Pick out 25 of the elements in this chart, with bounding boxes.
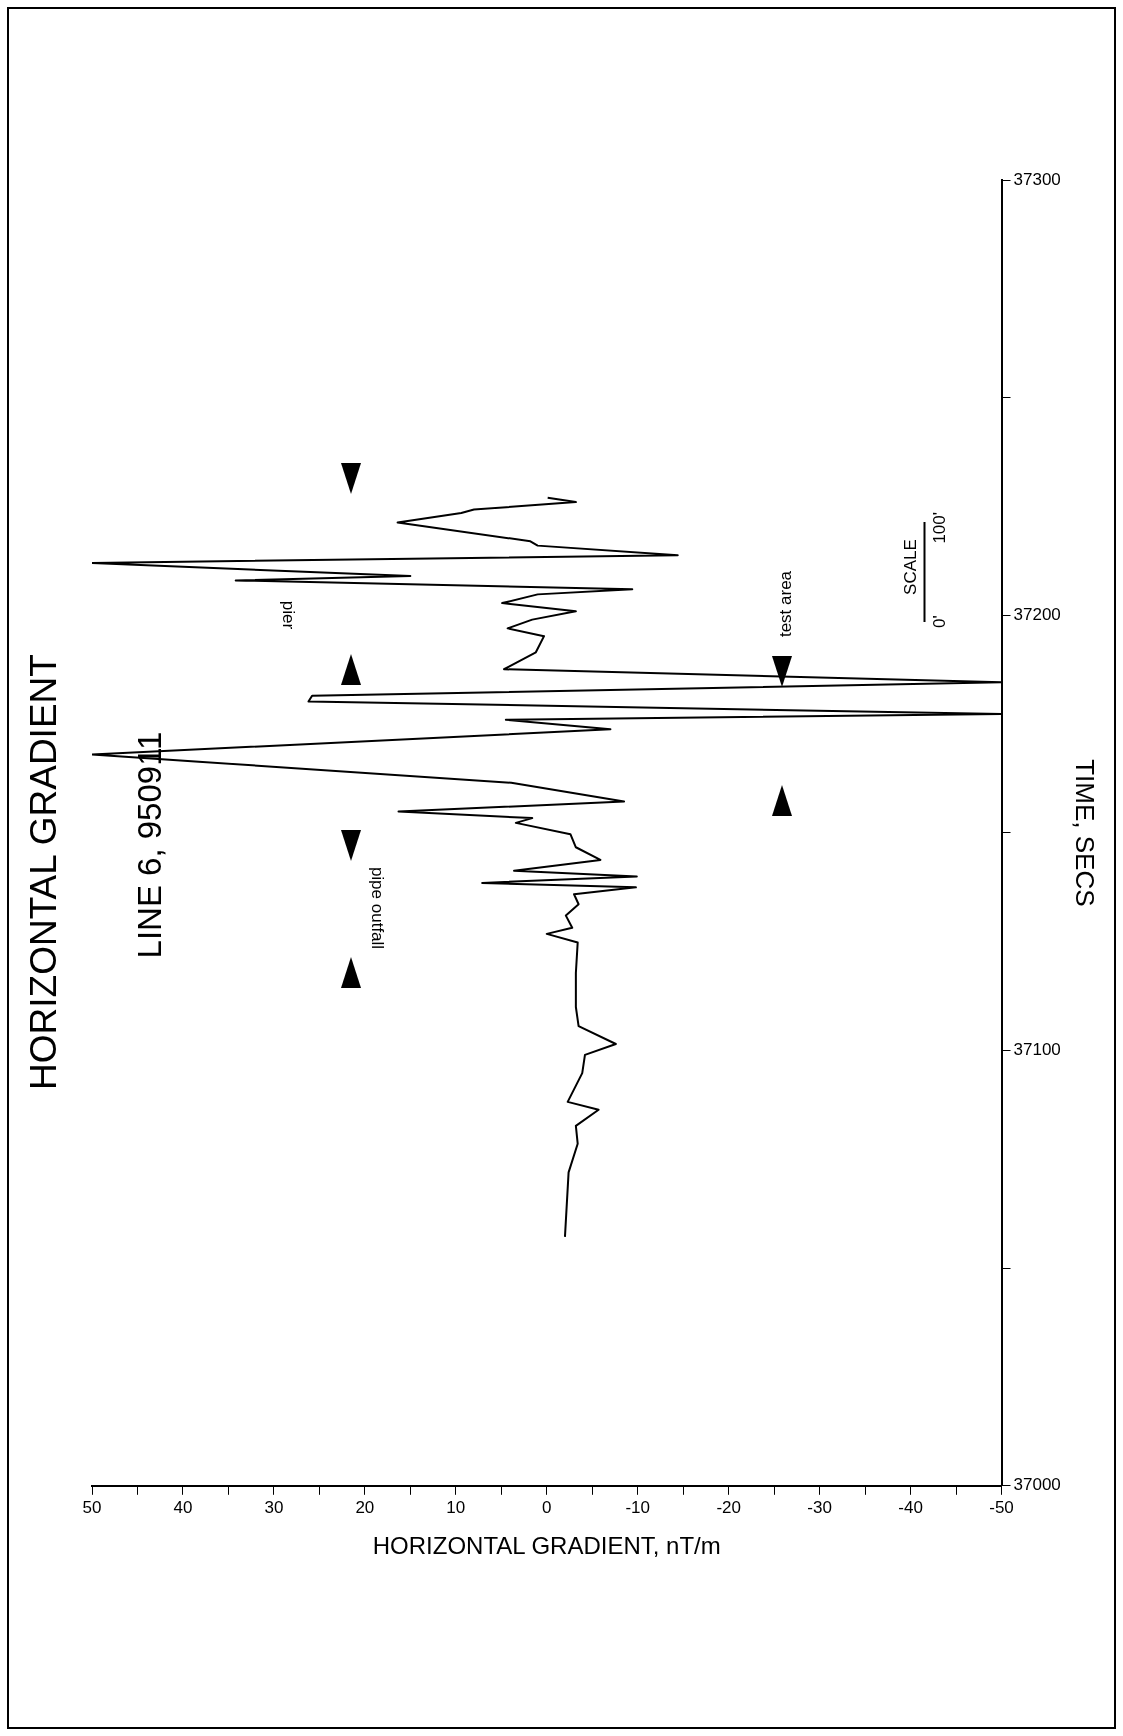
annotation: 100' bbox=[929, 512, 950, 544]
y-axis-title: TIME, SECS bbox=[1070, 759, 1101, 907]
y-tick-label: 37000 bbox=[1013, 1475, 1061, 1495]
annotation: pier bbox=[278, 600, 298, 630]
x-tick-label: -10 bbox=[625, 1497, 651, 1517]
annotation: 0' bbox=[929, 615, 950, 628]
x-tick-label: 40 bbox=[173, 1497, 193, 1517]
annotation: SCALE bbox=[900, 538, 921, 597]
y-tick-label: 37200 bbox=[1013, 604, 1061, 624]
y-tick-label: 37300 bbox=[1013, 169, 1061, 189]
annotation: test area bbox=[776, 570, 796, 638]
text: HORIZONTAL GRADIENT bbox=[23, 654, 65, 1090]
x-tick-label: -30 bbox=[807, 1497, 832, 1517]
x-tick-label: 50 bbox=[82, 1497, 102, 1517]
x-axis-title: HORIZONTAL GRADIENT, nT/m bbox=[372, 1532, 721, 1560]
y-tick-label: 37100 bbox=[1013, 1040, 1061, 1060]
x-tick-label: -40 bbox=[898, 1497, 923, 1517]
x-tick-label: 20 bbox=[355, 1497, 375, 1517]
x-tick-label: -50 bbox=[989, 1497, 1014, 1517]
text: LINE 6, 950911 bbox=[131, 731, 169, 959]
x-tick-label: 30 bbox=[264, 1497, 284, 1517]
x-tick-label: -20 bbox=[716, 1497, 741, 1517]
annotation: pipe outfall bbox=[367, 866, 387, 950]
x-tick-label: 10 bbox=[446, 1497, 466, 1517]
x-tick-label: 0 bbox=[542, 1497, 552, 1517]
